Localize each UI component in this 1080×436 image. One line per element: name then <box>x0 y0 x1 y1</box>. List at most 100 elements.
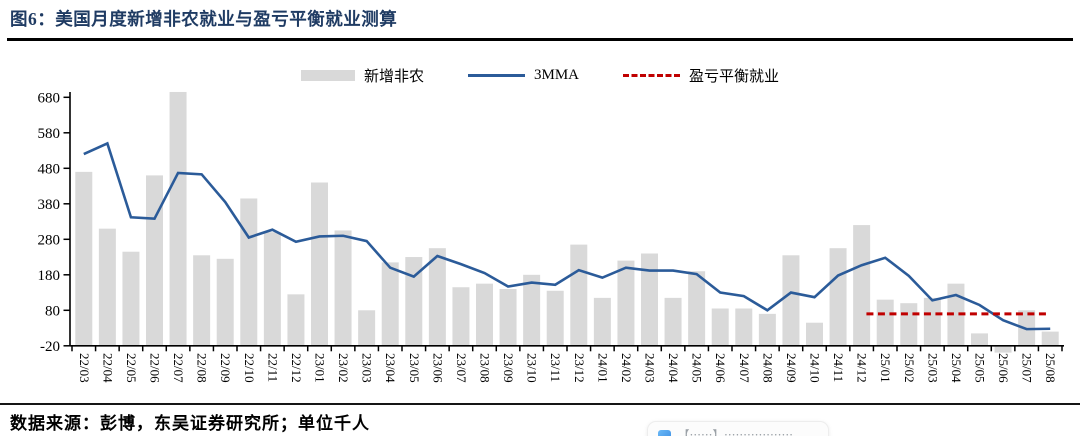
y-tick-label: 580 <box>38 126 61 142</box>
bar <box>641 253 658 346</box>
x-tick-label: 24/07 <box>737 353 752 383</box>
legend-label-bars: 新增非农 <box>363 69 424 85</box>
bar <box>216 258 234 346</box>
bar <box>617 260 635 346</box>
bar <box>711 308 729 346</box>
x-tick-label: 23/12 <box>572 353 587 383</box>
x-tick-label: 24/10 <box>808 353 823 383</box>
watermark-text: 【⋯⋯】⋯⋯⋯⋯⋯⋯ <box>678 430 793 436</box>
bar <box>98 228 116 346</box>
x-tick-label: 23/06 <box>430 353 445 383</box>
bar <box>829 248 847 346</box>
x-tick-label: 23/04 <box>383 353 398 383</box>
footer-divider <box>0 403 1080 405</box>
legend-item-breakeven: 盈亏平衡就业 <box>623 65 779 86</box>
y-tick-label: 280 <box>38 232 61 248</box>
x-tick-label: 24/03 <box>643 353 658 383</box>
app-logo-icon <box>658 430 671 436</box>
x-tick-label: 22/09 <box>218 353 233 383</box>
bar <box>75 171 93 346</box>
x-tick-label: 25/04 <box>949 353 964 383</box>
x-tick-label: 22/12 <box>289 353 304 383</box>
bar <box>311 182 328 346</box>
x-tick-label: 23/02 <box>336 353 351 383</box>
x-tick-label: 23/08 <box>478 353 493 383</box>
x-tick-label: 23/11 <box>548 353 563 382</box>
x-tick-label: 25/07 <box>1020 353 1035 383</box>
figure-title: 图6：美国月度新增非农就业与盈亏平衡就业测算 <box>10 9 398 29</box>
x-tick-label: 23/01 <box>313 353 328 383</box>
bar <box>381 262 399 346</box>
legend-item-bars: 新增非农 <box>300 65 424 86</box>
bar <box>853 225 871 346</box>
x-tick-label: 24/09 <box>784 353 799 383</box>
x-tick-label: 22/08 <box>195 353 210 383</box>
x-tick-label: 23/07 <box>454 353 469 383</box>
legend-label-breakeven: 盈亏平衡就业 <box>689 69 780 85</box>
bar <box>923 297 941 346</box>
bar <box>900 303 918 346</box>
bar <box>405 257 423 346</box>
title-divider <box>7 38 1073 41</box>
x-tick-label: 24/01 <box>595 353 610 383</box>
x-tick-label: 24/11 <box>831 353 846 382</box>
bar <box>664 297 682 346</box>
x-tick-label: 24/06 <box>713 353 728 383</box>
bar <box>523 274 541 346</box>
bar <box>782 255 800 346</box>
bar <box>806 322 823 346</box>
bar <box>358 310 376 346</box>
x-tick-label: 24/02 <box>619 353 634 383</box>
bar <box>476 283 493 346</box>
y-tick-label: 180 <box>38 268 61 284</box>
x-tick-label: 25/03 <box>925 353 940 383</box>
x-tick-label: 22/11 <box>265 353 280 382</box>
x-tick-label: 22/05 <box>124 353 139 383</box>
bar <box>240 198 258 346</box>
y-tick-label: 80 <box>45 303 60 319</box>
line-swatch-icon <box>467 74 525 77</box>
legend-label-3mma: 3MMA <box>533 67 579 83</box>
x-tick-label: 22/03 <box>77 353 92 383</box>
bar <box>735 308 753 346</box>
x-tick-label: 24/08 <box>760 353 775 383</box>
y-tick-label: 680 <box>38 90 61 106</box>
bar <box>146 175 163 346</box>
y-tick-label: -20 <box>40 339 60 355</box>
bar <box>122 251 140 346</box>
x-tick-label: 23/03 <box>360 353 375 383</box>
bar <box>1041 331 1059 346</box>
x-tick-label: 25/01 <box>878 353 893 383</box>
bar <box>334 230 352 346</box>
x-tick-label: 23/09 <box>501 353 516 383</box>
x-tick-label: 23/10 <box>525 353 540 383</box>
x-tick-label: 22/07 <box>171 353 186 383</box>
bar <box>428 248 446 346</box>
chart-legend: 新增非农 3MMA 盈亏平衡就业 <box>0 65 1080 86</box>
x-tick-label: 22/10 <box>242 353 257 383</box>
watermark-card: 【⋯⋯】⋯⋯⋯⋯⋯⋯ <box>647 421 829 436</box>
legend-item-3mma: 3MMA <box>467 67 579 84</box>
bar <box>169 91 187 346</box>
bar <box>593 297 611 346</box>
bar <box>546 290 564 346</box>
x-tick-label: 24/05 <box>690 353 705 383</box>
bar <box>452 287 470 346</box>
x-tick-label: 25/06 <box>996 353 1011 383</box>
y-tick-label: 480 <box>38 161 61 177</box>
bar <box>971 333 988 346</box>
bar <box>499 289 517 346</box>
x-tick-label: 24/04 <box>666 353 681 383</box>
x-tick-label: 22/04 <box>100 353 115 383</box>
bar <box>947 283 965 346</box>
x-tick-label: 25/05 <box>973 353 988 383</box>
bar-swatch-icon <box>300 70 355 81</box>
bar <box>570 244 588 346</box>
bar <box>758 313 776 346</box>
bar <box>876 299 894 346</box>
bar <box>287 294 305 346</box>
y-tick-label: 380 <box>38 197 61 213</box>
3mma-line <box>83 141 1051 331</box>
